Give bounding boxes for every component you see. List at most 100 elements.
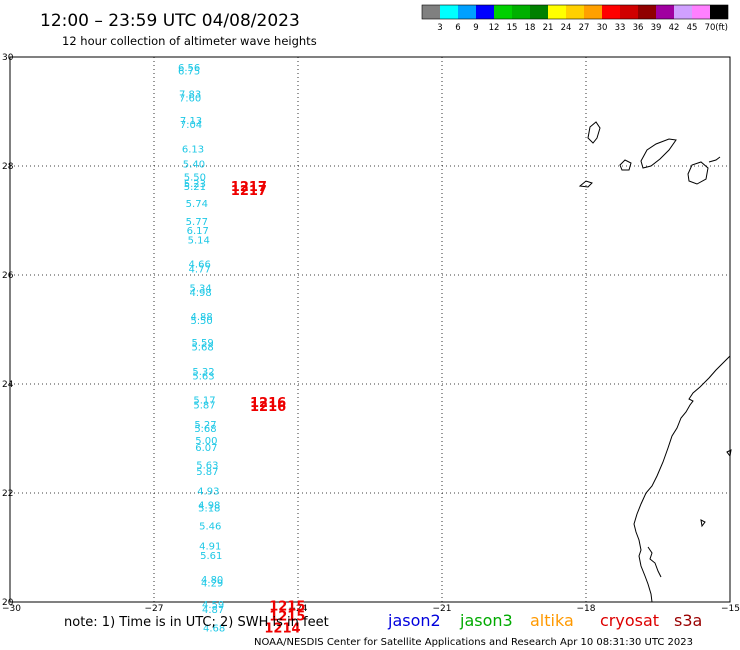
longitude-tick-label: −27 (145, 604, 164, 614)
colorbar-swatch (458, 5, 476, 19)
island-gomera (619, 159, 632, 171)
wave-height-label: 5.50 (190, 316, 212, 327)
satellite-legend: jason2 jason3 altika cryosat s3a (387, 611, 702, 630)
island-tenerife (640, 138, 677, 169)
longitude-tick-label: −18 (577, 604, 596, 614)
wave-height-label: 4.87 (202, 605, 224, 616)
time-label: 1216 (250, 400, 286, 415)
colorbar-swatch (674, 5, 692, 19)
wave-height-label: 4.68 (203, 624, 225, 635)
colorbar-label: 39 (651, 23, 662, 33)
latitude-labels: 20 22 24 26 28 30 (2, 53, 14, 608)
wave-height-label: 5.50 (184, 172, 206, 183)
wave-height-label: 6.75 (178, 67, 200, 78)
wave-height-label: 4.59 (202, 600, 224, 611)
colorbar-label: 21 (543, 23, 554, 33)
colorbar-swatch (476, 5, 494, 19)
wave-height-label: 6.13 (182, 145, 204, 156)
wave-height-label: 4.93 (197, 486, 219, 497)
wave-height-label: 7.04 (180, 120, 202, 131)
longitude-tick-label: −21 (433, 604, 452, 614)
colorbar-outline (421, 4, 729, 20)
time-label: 1214 (264, 622, 300, 637)
colorbar-swatch (638, 5, 656, 19)
longitude-tick-label: −15 (721, 604, 740, 614)
map-title: 12:00 – 23:59 UTC 04/08/2023 (40, 11, 300, 31)
colorbar-label: 36 (633, 23, 644, 33)
colorbar-label: 30 (597, 23, 608, 33)
longitude-tick-label: −24 (289, 604, 308, 614)
colorbar-label: 24 (561, 23, 572, 33)
wave-height-label: 5.87 (193, 401, 215, 412)
island-la-palma (587, 121, 601, 144)
wave-height-label: 5.68 (191, 342, 213, 353)
wave-height-label: 5.77 (186, 217, 208, 228)
colorbar-swatch (512, 5, 530, 19)
wave-height-label: 5.63 (196, 461, 218, 472)
latitude-tick-label: 26 (2, 271, 14, 281)
footer-note: note: 1) Time is in UTC; 2) SWH is in fe… (64, 615, 329, 630)
wave-height-label: 5.27 (194, 420, 216, 431)
satellite-legend-item: cryosat (600, 611, 659, 630)
wave-height-label: 4.91 (199, 541, 221, 552)
wave-height-label: 5.87 (196, 467, 218, 478)
wave-height-label: 5.32 (192, 367, 214, 378)
island-gran-canaria (687, 161, 709, 185)
wave-height-label: 4.98 (198, 500, 220, 511)
wave-height-label: 7.13 (180, 116, 202, 127)
time-label: 1215 (269, 610, 305, 625)
colorbar-label: 70 (705, 23, 716, 33)
longitude-tick-label: −30 (2, 604, 21, 614)
wave-height-label: 5.17 (193, 395, 215, 406)
latitude-tick-label: 24 (2, 380, 14, 390)
wave-height-label: 5.59 (191, 338, 213, 349)
coast-islet-1 (726, 449, 732, 458)
longitude-labels: −30 −27 −24 −21 −18 −15 (2, 604, 740, 614)
wave-height-label: 5.61 (200, 551, 222, 562)
wave-height-label: 7.60 (179, 93, 201, 104)
colorbar-swatch (710, 5, 728, 19)
wave-height-label: 5.14 (188, 236, 210, 247)
footer-credit: NOAA/NESDIS Center for Satellite Applica… (254, 637, 693, 648)
colorbar-swatch (440, 5, 458, 19)
colorbar-swatch (566, 5, 584, 19)
wave-height-label: 6.56 (178, 63, 200, 74)
satellite-legend-item: s3a (674, 611, 702, 630)
colorbar-label: 9 (473, 23, 478, 33)
colorbar-swatch (494, 5, 512, 19)
wave-height-label: 5.46 (199, 522, 221, 533)
wave-height-label: 5.21 (184, 182, 206, 193)
time-label: 1215 (269, 599, 305, 614)
wave-height-label: 4.29 (201, 578, 223, 589)
colorbar-label: 42 (669, 23, 680, 33)
wave-height-label: 4.77 (189, 264, 211, 275)
colorbar-label: 12 (489, 23, 500, 33)
wave-height-label: 4.66 (189, 260, 211, 271)
colorbar-swatch (530, 5, 548, 19)
colorbar-unit: (ft) (715, 23, 728, 33)
colorbar-swatch (422, 5, 440, 19)
wave-height-label: 5.40 (183, 159, 205, 170)
graticule (10, 57, 730, 602)
african-coast (633, 355, 731, 603)
wave-height-label: 5.63 (192, 371, 214, 382)
island-fuerteventura (708, 156, 721, 163)
colorbar-label: 15 (507, 23, 518, 33)
colorbar-label: 6 (455, 23, 460, 33)
wave-height-labels: 6.566.757.837.607.137.046.135.405.505.23… (178, 63, 225, 635)
wave-height-label: 5.00 (195, 436, 217, 447)
colorbar-label: 18 (525, 23, 536, 33)
latitude-tick-label: 20 (2, 598, 14, 608)
wave-height-label: 7.83 (179, 90, 201, 101)
colorbar-label: 3 (437, 23, 442, 33)
time-label: 1216 (250, 396, 286, 411)
latitude-tick-label: 28 (2, 162, 14, 172)
colorbar-swatch (620, 5, 638, 19)
latitude-tick-label: 30 (2, 53, 14, 63)
colorbar-swatch (584, 5, 602, 19)
wave-height-label: 4.88 (190, 312, 212, 323)
wave-height-label: 5.23 (184, 179, 206, 190)
satellite-legend-item: jason2 (387, 611, 441, 630)
